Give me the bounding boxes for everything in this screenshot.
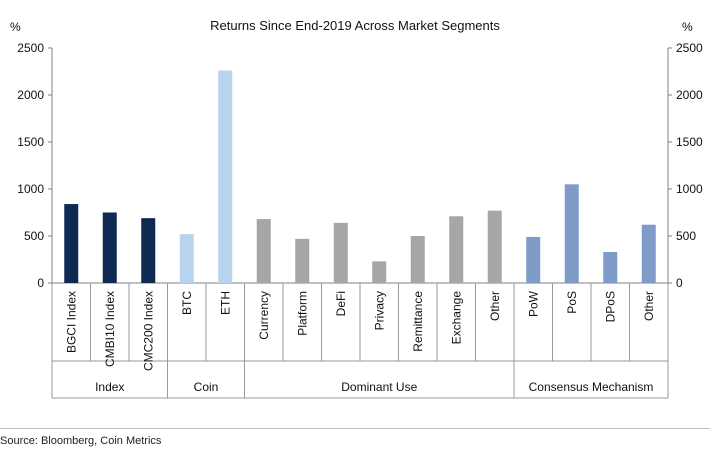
right-y-tick-label: 500 [676, 229, 696, 243]
category-label: Remittance [411, 291, 425, 352]
category-label: Privacy [372, 291, 386, 330]
left-y-tick-label: 0 [37, 276, 44, 290]
left-axis-unit: % [10, 20, 21, 34]
category-label: PoS [565, 291, 579, 314]
category-label: Other [642, 291, 656, 321]
right-axis-unit: % [682, 20, 693, 34]
left-y-tick-label: 1500 [17, 135, 44, 149]
category-label: Platform [295, 291, 309, 336]
bar-1 [64, 204, 79, 283]
bar-5 [218, 70, 233, 283]
bar-12 [487, 210, 502, 283]
category-label: DPoS [603, 291, 617, 322]
bar-9 [372, 261, 387, 283]
bar-16 [641, 224, 656, 283]
right-y-tick-label: 1500 [676, 135, 703, 149]
group-label: Index [95, 380, 124, 394]
bar-15 [603, 251, 618, 283]
bar-7 [295, 238, 310, 283]
category-label: CMC200 Index [141, 291, 155, 371]
category-label: BGCI Index [64, 291, 78, 353]
bar-13 [526, 236, 541, 283]
bar-4 [179, 234, 194, 283]
category-label: Exchange [449, 291, 463, 345]
left-y-tick-label: 500 [24, 229, 44, 243]
bar-10 [410, 236, 425, 283]
bar-14 [564, 184, 579, 283]
right-y-tick-label: 2000 [676, 88, 703, 102]
group-label: Coin [194, 380, 219, 394]
bar-8 [333, 222, 348, 283]
bar-6 [256, 219, 271, 283]
left-y-tick-label: 2500 [17, 41, 44, 55]
source-divider [0, 428, 710, 429]
category-label: Currency [257, 291, 271, 340]
source-note: Source: Bloomberg, Coin Metrics [0, 435, 162, 447]
category-label: DeFi [334, 291, 348, 316]
right-y-tick-label: 1000 [676, 182, 703, 196]
left-y-tick-label: 2000 [17, 88, 44, 102]
group-label: Dominant Use [341, 380, 417, 394]
category-label: BTC [180, 291, 194, 315]
category-label: ETH [218, 291, 232, 315]
chart-title: Returns Since End-2019 Across Market Seg… [210, 18, 500, 33]
bar-11 [449, 216, 464, 283]
left-y-tick-label: 1000 [17, 182, 44, 196]
category-label: CMBI10 Index [103, 291, 117, 367]
bar-2 [102, 212, 117, 283]
right-y-tick-label: 0 [676, 276, 683, 290]
category-label: Other [488, 291, 502, 321]
category-label: PoW [526, 290, 540, 317]
bar-3 [141, 218, 156, 283]
group-label: Consensus Mechanism [529, 380, 654, 394]
right-y-tick-label: 2500 [676, 41, 703, 55]
returns-bar-chart: 0 0 500 500 1000 1000 1500 1500 2000 2000 2500 2500… [17, 41, 703, 399]
